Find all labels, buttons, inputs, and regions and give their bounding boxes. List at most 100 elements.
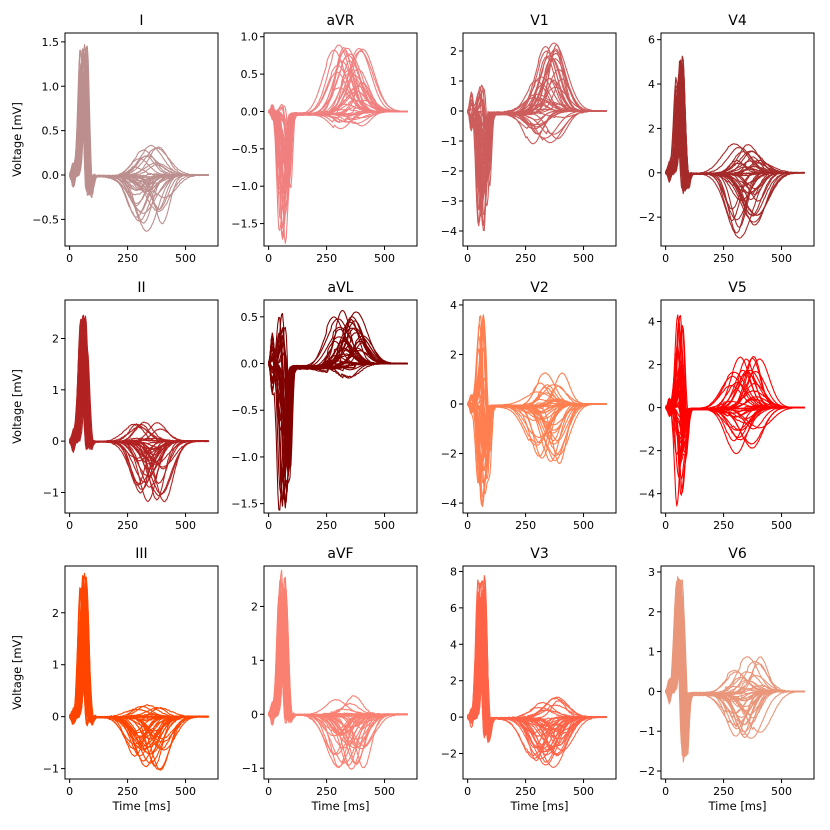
y-tick-label: 2: [648, 359, 655, 372]
x-tick-label: 250: [515, 252, 536, 265]
subplot-v1: 0 250 500 −4 −3 −2 −1 0 1 2 V1: [441, 13, 617, 265]
y-tick-label: −1: [43, 763, 59, 776]
y-tick-label: −4: [441, 225, 457, 238]
y-tick-label: 1: [52, 384, 59, 397]
y-tick-label: 4: [450, 638, 457, 651]
y-tick-label: −1.5: [231, 498, 258, 511]
subplot-avl: 0 250 500 −1.5 −1.0 −0.5 0.0 0.5 aVL: [231, 280, 418, 532]
trace-group: [69, 572, 210, 771]
x-tick-label: 250: [316, 785, 337, 798]
subplot-title: aVF: [327, 546, 353, 562]
y-tick-label: −1: [441, 135, 457, 148]
y-tick-label: 1: [648, 646, 655, 659]
x-tick-label: 250: [713, 785, 734, 798]
trace-group: [665, 55, 806, 239]
x-axis-label: Time [ms]: [311, 799, 370, 813]
axes-frame: [64, 565, 219, 780]
ecg-trace: [69, 614, 209, 723]
x-tick-label: 500: [175, 519, 196, 532]
trace-group: [467, 575, 608, 769]
y-tick-label: 0.5: [241, 68, 259, 81]
x-tick-label: 0: [464, 519, 471, 532]
y-tick-label: 1: [450, 75, 457, 88]
x-tick-label: 250: [515, 785, 536, 798]
subplot-i: 0 250 500 −0.5 0.0 0.5 1.0 1.5 I Voltage [mV]: [10, 13, 219, 265]
ecg-trace: [69, 79, 209, 207]
y-tick-label: 0: [251, 708, 258, 721]
subplot-v5: 0 250 500 −4 −2 0 2 4 V5: [639, 280, 815, 532]
ecg-trace: [268, 597, 409, 731]
x-tick-label: 500: [573, 519, 594, 532]
axes-frame: [660, 299, 815, 514]
y-tick-label: −0.5: [32, 213, 59, 226]
y-tick-label: 0: [450, 105, 457, 118]
ecg-trace: [69, 594, 209, 755]
axes-frame: [263, 32, 418, 247]
y-tick-label: 0: [648, 402, 655, 415]
x-tick-label: 250: [117, 785, 138, 798]
ecg-trace: [467, 93, 607, 211]
x-tick-label: 250: [117, 252, 138, 265]
y-tick-label: −1.0: [231, 451, 258, 464]
x-tick-label: 500: [771, 519, 792, 532]
y-axis-label: Voltage [mV]: [10, 369, 24, 444]
subplot-title: V6: [728, 546, 747, 562]
y-tick-label: 4: [648, 78, 655, 91]
y-tick-label: 2: [52, 332, 59, 345]
subplot-title: V2: [530, 280, 548, 296]
ecg-trace: [268, 90, 408, 211]
subplot-avf: 0 250 500 −1 0 1 2 aVF Time [ms]: [242, 546, 418, 813]
trace-group: [268, 569, 409, 770]
x-tick-label: 250: [713, 252, 734, 265]
subplot-v4: 0 250 500 −2 0 2 4 6 V4: [639, 13, 815, 265]
ecg-trace: [467, 586, 607, 729]
y-tick-label: 0: [52, 435, 59, 448]
x-tick-label: 500: [771, 785, 792, 798]
x-tick-label: 0: [662, 252, 669, 265]
x-tick-label: 500: [374, 519, 395, 532]
y-tick-label: −3: [441, 195, 457, 208]
y-tick-label: −1: [242, 762, 258, 775]
trace-group: [69, 43, 210, 232]
subplot-title: aVL: [328, 280, 354, 296]
subplot-v3: 0 250 500 −2 0 2 4 6 8 V3 Time [ms]: [441, 546, 617, 813]
y-tick-label: 2: [648, 122, 655, 135]
axes-frame: [263, 299, 418, 514]
y-tick-label: 2: [450, 45, 457, 58]
subplot-title: aVR: [327, 13, 355, 29]
trace-group: [467, 42, 608, 232]
y-tick-label: 0: [450, 398, 457, 411]
y-tick-label: 0: [450, 711, 457, 724]
y-tick-label: −2: [639, 765, 655, 778]
y-tick-label: 0: [648, 167, 655, 180]
x-tick-label: 0: [66, 519, 73, 532]
y-tick-label: −1: [43, 486, 59, 499]
ecg-trace: [467, 367, 607, 462]
axes-frame: [462, 565, 617, 780]
y-tick-label: −2: [441, 165, 457, 178]
y-tick-label: 2: [52, 607, 59, 620]
ecg-trace: [467, 582, 607, 740]
axes-frame: [462, 32, 617, 247]
y-tick-label: 1: [52, 659, 59, 672]
trace-group: [268, 310, 409, 511]
x-tick-label: 250: [316, 519, 337, 532]
y-tick-label: 4: [648, 316, 655, 329]
axes-frame: [64, 32, 219, 247]
y-tick-label: 0.0: [42, 169, 60, 182]
axes-frame: [64, 299, 219, 514]
x-tick-label: 500: [374, 785, 395, 798]
y-tick-label: 4: [450, 299, 457, 312]
x-tick-label: 250: [515, 519, 536, 532]
y-tick-label: −2: [639, 211, 655, 224]
y-tick-label: 0.0: [241, 358, 259, 371]
x-tick-label: 0: [265, 519, 272, 532]
x-axis-label: Time [ms]: [708, 799, 767, 813]
subplot-v6: 0 250 500 −2 −1 0 1 2 3 V6 Time [ms]: [639, 546, 815, 813]
axes-frame: [660, 565, 815, 780]
subplot-title: I: [139, 13, 143, 29]
x-tick-label: 0: [662, 785, 669, 798]
y-tick-label: −1: [639, 725, 655, 738]
ecg-trace: [665, 364, 805, 422]
